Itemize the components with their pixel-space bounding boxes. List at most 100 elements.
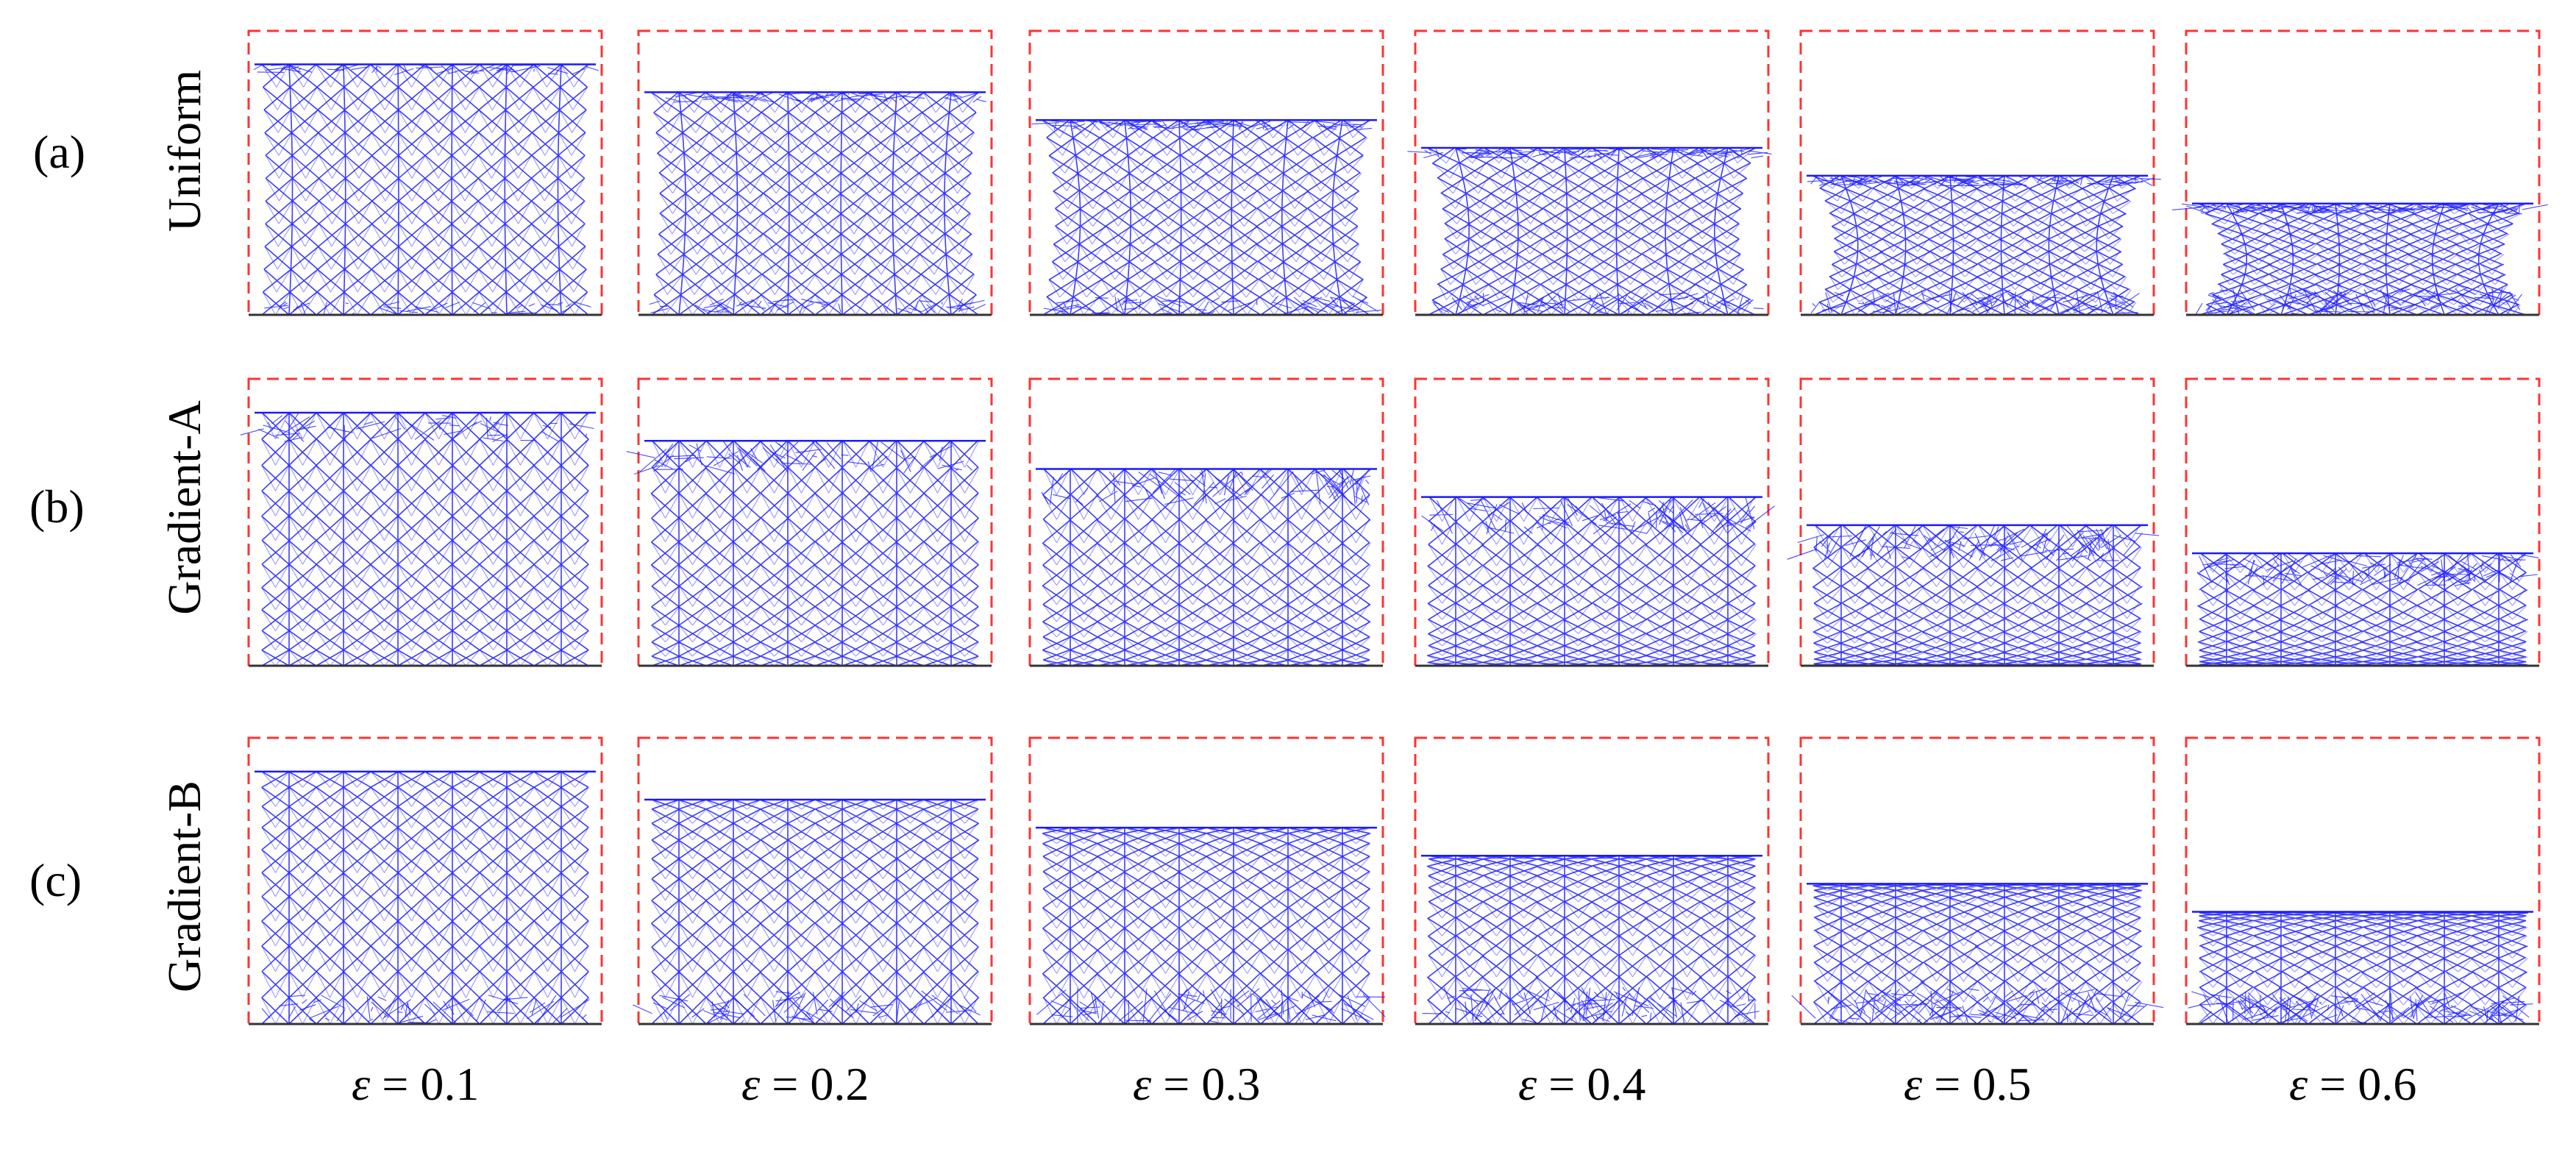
lattice-light-struts <box>261 64 589 316</box>
lattice-light-struts <box>650 92 978 316</box>
lattice-struts <box>650 440 980 666</box>
lattice-crush-band <box>633 990 981 1024</box>
panel-frame <box>1799 377 2155 667</box>
row-tag-b: (b) <box>29 480 85 533</box>
strain-value: = 0.6 <box>2308 1058 2416 1110</box>
lattice-crush-band-bottom <box>264 301 591 316</box>
lattice-struts <box>261 63 589 316</box>
strain-value: = 0.5 <box>1922 1058 2031 1110</box>
strain-label-5: ε = 0.5 <box>1904 1058 2031 1110</box>
lattice-crush-band <box>1421 497 1775 535</box>
strain-label-1: ε = 0.1 <box>352 1058 479 1110</box>
lattice-struts <box>1812 883 2143 1025</box>
strain-symbol: ε <box>2289 1058 2308 1110</box>
strain-label-2: ε = 0.2 <box>741 1058 869 1110</box>
lattice-crush-band <box>1807 175 2161 187</box>
lattice <box>2188 911 2533 1025</box>
lattice <box>1787 524 2160 666</box>
lattice <box>1807 174 2161 316</box>
lattice-crush-band <box>1036 988 1386 1025</box>
lattice-light-struts <box>2197 203 2527 316</box>
lattice-panel-r2-c6 <box>2185 377 2541 667</box>
lattice-struts <box>650 91 980 316</box>
lattice-panel-r1-c3 <box>1028 29 1384 316</box>
lattice-light-struts <box>1426 497 1757 666</box>
lattice <box>2172 202 2548 316</box>
strain-symbol: ε <box>1518 1058 1537 1110</box>
lattice <box>1421 855 1762 1025</box>
strain-value: = 0.4 <box>1537 1058 1645 1110</box>
lattice-light-struts <box>1042 469 1371 666</box>
lattice-crush-band <box>2172 203 2548 215</box>
lattice-struts <box>1426 855 1757 1025</box>
lattice-panel-r2-c3 <box>1028 377 1384 667</box>
lattice <box>240 411 596 666</box>
lattice-struts <box>1427 147 1757 316</box>
lattice-crush-band <box>240 413 594 442</box>
lattice-panel-r3-c4 <box>1414 736 1770 1025</box>
lattice-light-struts <box>261 771 590 1025</box>
lattice-crush-band <box>261 995 590 1025</box>
lattice <box>2192 552 2539 666</box>
lattice <box>1031 118 1381 316</box>
lattice-crush-band <box>626 441 973 475</box>
strain-symbol: ε <box>741 1058 761 1110</box>
lattice-panels <box>240 29 2548 1025</box>
lattice-struts <box>2196 911 2528 1025</box>
lattice-struts <box>2197 202 2527 316</box>
lattice-struts <box>650 799 980 1025</box>
panel-frame <box>637 377 993 667</box>
lattice <box>1407 146 1772 316</box>
strain-label-3: ε = 0.3 <box>1133 1058 1260 1110</box>
lattice-light-struts <box>1042 827 1371 1025</box>
strain-symbol: ε <box>352 1058 371 1110</box>
lattice-crush-band <box>2199 552 2539 586</box>
panel-frame <box>637 736 993 1025</box>
lattice-light-struts <box>261 412 589 666</box>
strain-value: = 0.3 <box>1151 1058 1260 1110</box>
lattice-panel-r1-c5 <box>1799 29 2161 316</box>
lattice-struts <box>261 412 590 666</box>
lattice-struts <box>261 771 589 1025</box>
lattice-panel-r2-c2 <box>626 377 993 667</box>
strain-labels: ε = 0.1 ε = 0.2 ε = 0.3 ε = 0.4 ε = 0.5 ε = 0… <box>352 1058 2416 1110</box>
lattice <box>1421 496 1775 666</box>
lattice-light-struts <box>1426 855 1757 1025</box>
lattice-crush-band <box>657 91 986 103</box>
lattice-crush-band-bottom <box>1432 292 1764 316</box>
strain-value: = 0.1 <box>370 1058 479 1110</box>
lattice-light-struts <box>650 440 980 666</box>
lattice <box>644 91 986 316</box>
row-name-gradient-b: Gradient-B <box>158 781 210 992</box>
lattice-struts <box>1426 497 1757 666</box>
lattice-panel-r3-c1 <box>247 736 603 1025</box>
lattice-crush-band-bottom <box>1043 295 1381 316</box>
lattice-crush-band-bottom <box>649 298 986 315</box>
panel-frame <box>2185 377 2541 667</box>
panel-frame <box>1799 29 2155 316</box>
lattice-panel-r3-c5 <box>1791 736 2164 1025</box>
lattice-panel-r1-c2 <box>637 29 993 316</box>
lattice-crush-band-bottom <box>2195 286 2523 316</box>
lattice <box>1791 883 2164 1025</box>
lattice <box>626 439 986 666</box>
strain-symbol: ε <box>1133 1058 1152 1110</box>
lattice-panel-r2-c1 <box>240 377 603 667</box>
row-name-uniform: Uniform <box>158 70 210 232</box>
lattice <box>1036 468 1377 666</box>
lattice-struts <box>1042 827 1371 1025</box>
lattice-struts <box>1042 119 1371 316</box>
lattice-struts <box>2196 552 2529 666</box>
lattice-panel-r3-c2 <box>633 736 993 1025</box>
lattice-crush-band <box>1041 469 1371 505</box>
lattice-light-struts <box>1042 119 1370 316</box>
row-tag-c: (c) <box>29 854 82 906</box>
strain-value: = 0.2 <box>760 1058 869 1110</box>
strain-label-6: ε = 0.6 <box>2289 1058 2416 1110</box>
lattice-panel-r1-c6 <box>2172 29 2548 316</box>
row-tag-a: (a) <box>33 126 85 178</box>
lattice <box>253 63 599 316</box>
lattice-light-struts <box>650 799 980 1025</box>
strain-symbol: ε <box>1904 1058 1923 1110</box>
